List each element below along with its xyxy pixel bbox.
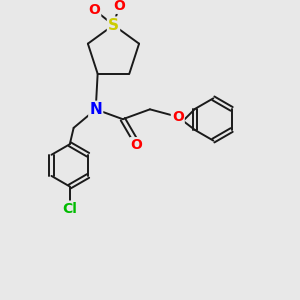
Text: O: O	[88, 3, 100, 17]
Text: Cl: Cl	[62, 202, 77, 216]
Text: S: S	[108, 18, 119, 33]
Text: O: O	[130, 138, 142, 152]
Text: O: O	[113, 0, 125, 13]
Text: N: N	[89, 102, 102, 117]
Text: O: O	[172, 110, 184, 124]
